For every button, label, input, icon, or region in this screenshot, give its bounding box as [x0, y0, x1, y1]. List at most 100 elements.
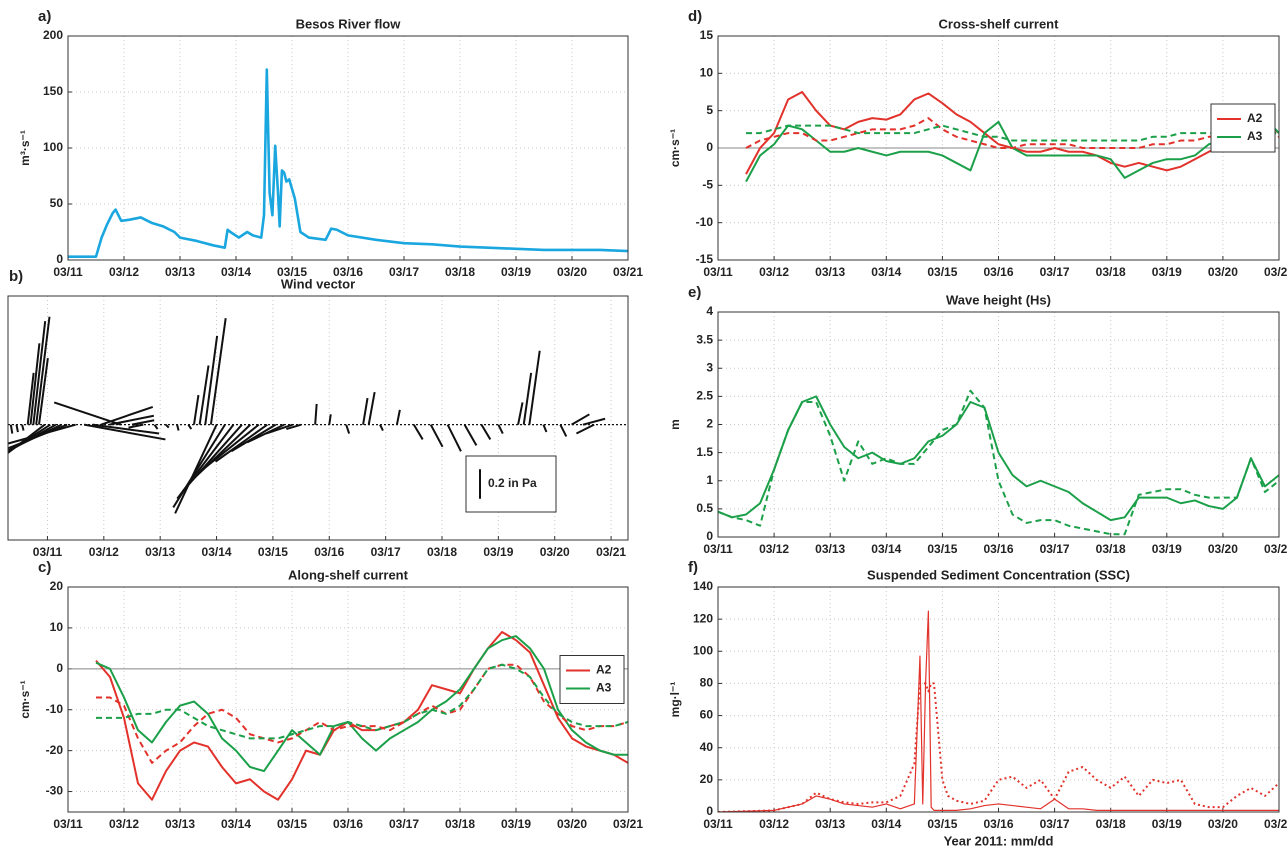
axes-frame	[7, 295, 629, 541]
x-tick-label: 03/16	[314, 545, 344, 559]
x-tick-label: 03/19	[1152, 265, 1182, 279]
y-tick-label: 0	[706, 140, 713, 154]
panel-label: b)	[9, 268, 23, 285]
x-tick-label: 03/12	[109, 265, 139, 279]
x-tick-label: 03/19	[1152, 542, 1182, 556]
y-tick-label: 3	[706, 360, 713, 374]
y-tick-label: 1.5	[696, 445, 713, 459]
x-tick-label: 03/19	[1152, 817, 1182, 831]
x-tick-label: 03/15	[258, 545, 288, 559]
x-tick-label: 03/15	[277, 265, 307, 279]
legend-label: A2	[1247, 111, 1263, 125]
wind-stick	[32, 321, 47, 425]
x-tick-label: 03/18	[1096, 542, 1126, 556]
x-tick-label: 03/15	[277, 817, 307, 831]
x-tick-label: 03/11	[53, 265, 83, 279]
y-tick-label: -30	[46, 784, 64, 798]
y-tick-label: -5	[702, 178, 713, 192]
x-tick-label: 03/19	[501, 817, 531, 831]
x-tick-label: 03/19	[501, 265, 531, 279]
wind-stick	[9, 424, 14, 434]
wind-stick	[497, 424, 504, 434]
wind-stick	[230, 423, 277, 453]
x-tick-label: 03/14	[871, 265, 901, 279]
y-tick-label: 5	[706, 103, 713, 117]
y-tick-label: 0	[706, 529, 713, 543]
y-tick-label: -20	[46, 743, 64, 757]
x-tick-label: 03/12	[89, 545, 119, 559]
x-tick-label: 03/11	[703, 542, 733, 556]
x-tick-label: 03/21	[1264, 817, 1288, 831]
wind-stick	[204, 335, 219, 425]
wind-stick	[8, 423, 76, 445]
wind-stick	[199, 423, 260, 473]
series-line	[718, 389, 1279, 536]
series-line	[68, 68, 628, 258]
y-tick-label: -15	[696, 252, 714, 266]
x-tick-label: 03/18	[445, 265, 475, 279]
wind-stick	[362, 397, 369, 425]
wind-stick	[480, 424, 492, 440]
series-line	[718, 395, 1279, 522]
panel-label: a)	[38, 8, 51, 25]
y-axis-label: m	[668, 419, 682, 430]
series-line	[96, 663, 628, 764]
y-tick-label: 150	[43, 84, 63, 98]
wind-stick	[153, 424, 159, 430]
x-tick-label: 03/17	[1040, 817, 1070, 831]
wind-stick	[328, 414, 332, 425]
panel-label: e)	[688, 284, 701, 301]
x-tick-label: 03/12	[759, 817, 789, 831]
wind-stick	[21, 424, 25, 431]
x-tick-label: 03/11	[33, 545, 63, 559]
wind-stick	[193, 394, 200, 425]
axes-frame	[717, 311, 1280, 538]
y-tick-label: 80	[700, 676, 714, 690]
x-tick-label: 03/15	[927, 817, 957, 831]
wind-stick	[571, 413, 590, 426]
y-tick-label: 0	[56, 661, 63, 675]
panel-title: Wave height (Hs)	[946, 292, 1051, 307]
y-tick-label: -10	[696, 215, 714, 229]
x-tick-label: 03/16	[333, 265, 363, 279]
x-tick-label: 03/14	[221, 817, 251, 831]
plot-area	[718, 389, 1279, 536]
series-line	[718, 610, 1279, 812]
x-axis-label: Year 2011: mm/dd	[944, 833, 1054, 848]
wind-stick	[314, 403, 318, 425]
x-tick-label: 03/11	[703, 817, 733, 831]
series-line	[745, 91, 1279, 175]
x-tick-label: 03/15	[927, 542, 957, 556]
y-axis-label: m³·s⁻¹	[18, 130, 32, 166]
x-tick-label: 03/18	[427, 545, 457, 559]
wind-stick	[582, 417, 606, 426]
x-tick-label: 03/14	[221, 265, 251, 279]
wind-stick	[265, 423, 293, 435]
legend-label: A3	[1247, 129, 1263, 143]
wind-stick	[379, 424, 384, 432]
axes-frame	[67, 35, 629, 261]
wind-stick	[463, 424, 478, 446]
y-tick-label: 40	[700, 740, 714, 754]
y-tick-label: 100	[43, 140, 63, 154]
wind-stick	[35, 316, 51, 425]
y-tick-label: 200	[43, 28, 63, 42]
series-line	[718, 682, 1279, 812]
x-tick-label: 03/20	[1208, 817, 1238, 831]
y-tick-label: 20	[50, 579, 64, 593]
wind-stick	[446, 424, 462, 452]
y-tick-label: 0	[56, 252, 63, 266]
x-tick-label: 03/21	[613, 817, 643, 831]
y-tick-label: 2	[706, 417, 713, 431]
axes-frame	[717, 586, 1280, 813]
x-tick-label: 03/16	[983, 817, 1013, 831]
wind-stick	[53, 401, 122, 426]
x-tick-label: 03/12	[109, 817, 139, 831]
panel-label: c)	[38, 559, 51, 576]
x-tick-label: 03/17	[389, 817, 419, 831]
x-tick-label: 03/19	[483, 545, 513, 559]
series-line	[746, 124, 1279, 142]
y-tick-label: 0	[706, 804, 713, 818]
x-tick-label: 03/20	[1208, 542, 1238, 556]
